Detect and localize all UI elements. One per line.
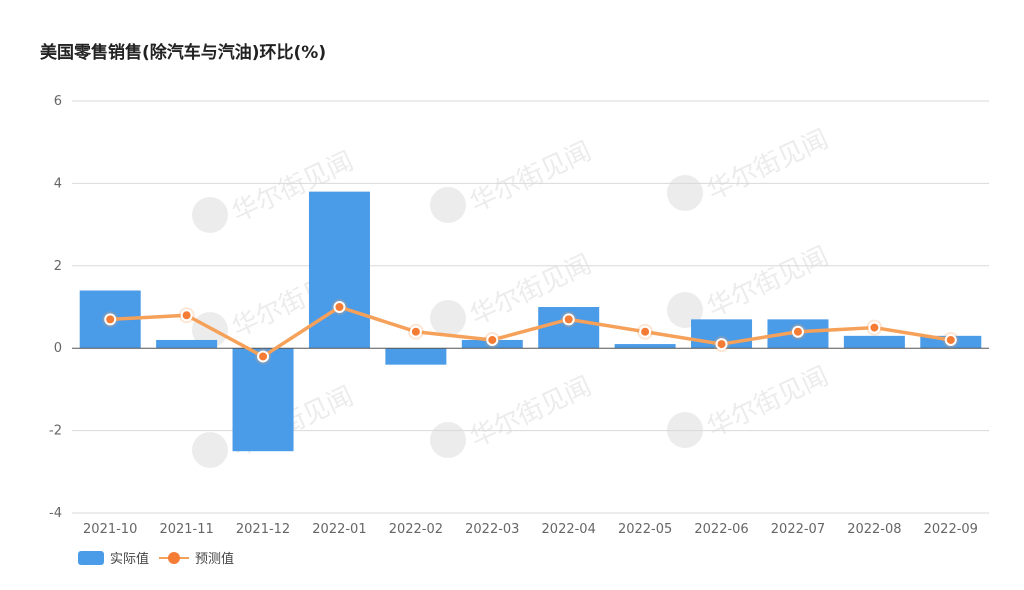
legend-item-forecast[interactable]: 预测值: [159, 548, 234, 567]
x-tick-label: 2022-07: [771, 522, 825, 537]
x-tick-label: 2021-11: [159, 522, 213, 537]
watermark-logo-icon: [192, 197, 228, 233]
x-tick-label: 2022-09: [924, 522, 978, 537]
x-tick-label: 2021-12: [236, 522, 290, 537]
watermark-text: 华尔街见闻: [703, 361, 834, 443]
forecast-point: [257, 350, 270, 363]
legend-bar-swatch: [78, 550, 104, 565]
forecast-point: [486, 333, 499, 346]
watermark-text: 华尔街见闻: [466, 371, 597, 453]
legend: 实际值 预测值: [78, 548, 234, 567]
watermark-logo-icon: [667, 175, 703, 211]
forecast-point: [868, 321, 881, 334]
watermark-logo-icon: [192, 312, 228, 348]
y-tick-label: 6: [54, 94, 62, 109]
watermark-logo-icon: [192, 432, 228, 468]
bar-actual: [385, 348, 447, 365]
bar-actual: [156, 339, 218, 349]
watermark-text: 华尔街见闻: [466, 136, 597, 218]
forecast-point: [104, 313, 117, 326]
x-axis-ticks: 2021-10 2021-11 2021-12 2022-01 2022-02 2022-…: [83, 522, 978, 537]
forecast-line: [110, 305, 952, 359]
x-tick-label: 2022-08: [847, 522, 901, 537]
bar-actual: [843, 335, 905, 349]
y-axis-ticks: 6 4 2 0 -2 -4: [49, 94, 62, 521]
forecast-point: [180, 309, 193, 322]
legend-label-actual: 实际值: [110, 552, 150, 567]
watermark-logo-icon: [667, 412, 703, 448]
forecast-point: [639, 325, 652, 338]
forecast-point: [944, 333, 957, 346]
x-tick-label: 2022-03: [465, 522, 519, 537]
line-series: [102, 299, 959, 365]
x-tick-label: 2022-04: [542, 522, 596, 537]
x-tick-label: 2022-02: [389, 522, 443, 537]
y-tick-label: -4: [49, 506, 62, 521]
x-tick-label: 2021-10: [83, 522, 137, 537]
forecast-point: [715, 338, 728, 351]
watermark-text: 华尔街见闻: [703, 124, 834, 206]
y-tick-label: 4: [54, 176, 62, 191]
forecast-point: [409, 325, 422, 338]
chart-title: 美国零售销售(除汽车与汽油)环比(%): [40, 43, 327, 63]
bar-actual: [614, 344, 676, 349]
watermark-logo-icon: [430, 422, 466, 458]
y-tick-label: 2: [54, 259, 62, 274]
legend-line-swatch: [159, 551, 190, 565]
y-tick-label: -2: [49, 424, 62, 439]
x-tick-label: 2022-05: [618, 522, 672, 537]
forecast-point: [791, 325, 804, 338]
bar-actual: [308, 191, 370, 349]
bar-actual: [232, 348, 294, 452]
watermark-text: 华尔街见闻: [703, 241, 834, 323]
watermark-logo-icon: [430, 300, 466, 336]
legend-item-actual[interactable]: 实际值: [78, 548, 149, 567]
y-tick-label: 0: [54, 341, 62, 356]
x-tick-label: 2022-06: [694, 522, 748, 537]
grid-lines: [72, 100, 989, 514]
x-tick-label: 2022-01: [312, 522, 366, 537]
legend-label-forecast: 预测值: [195, 552, 235, 567]
forecast-point: [562, 313, 575, 326]
forecast-point: [333, 301, 346, 313]
watermark-logo-icon: [430, 187, 466, 223]
watermark-logo-icon: [667, 292, 703, 328]
